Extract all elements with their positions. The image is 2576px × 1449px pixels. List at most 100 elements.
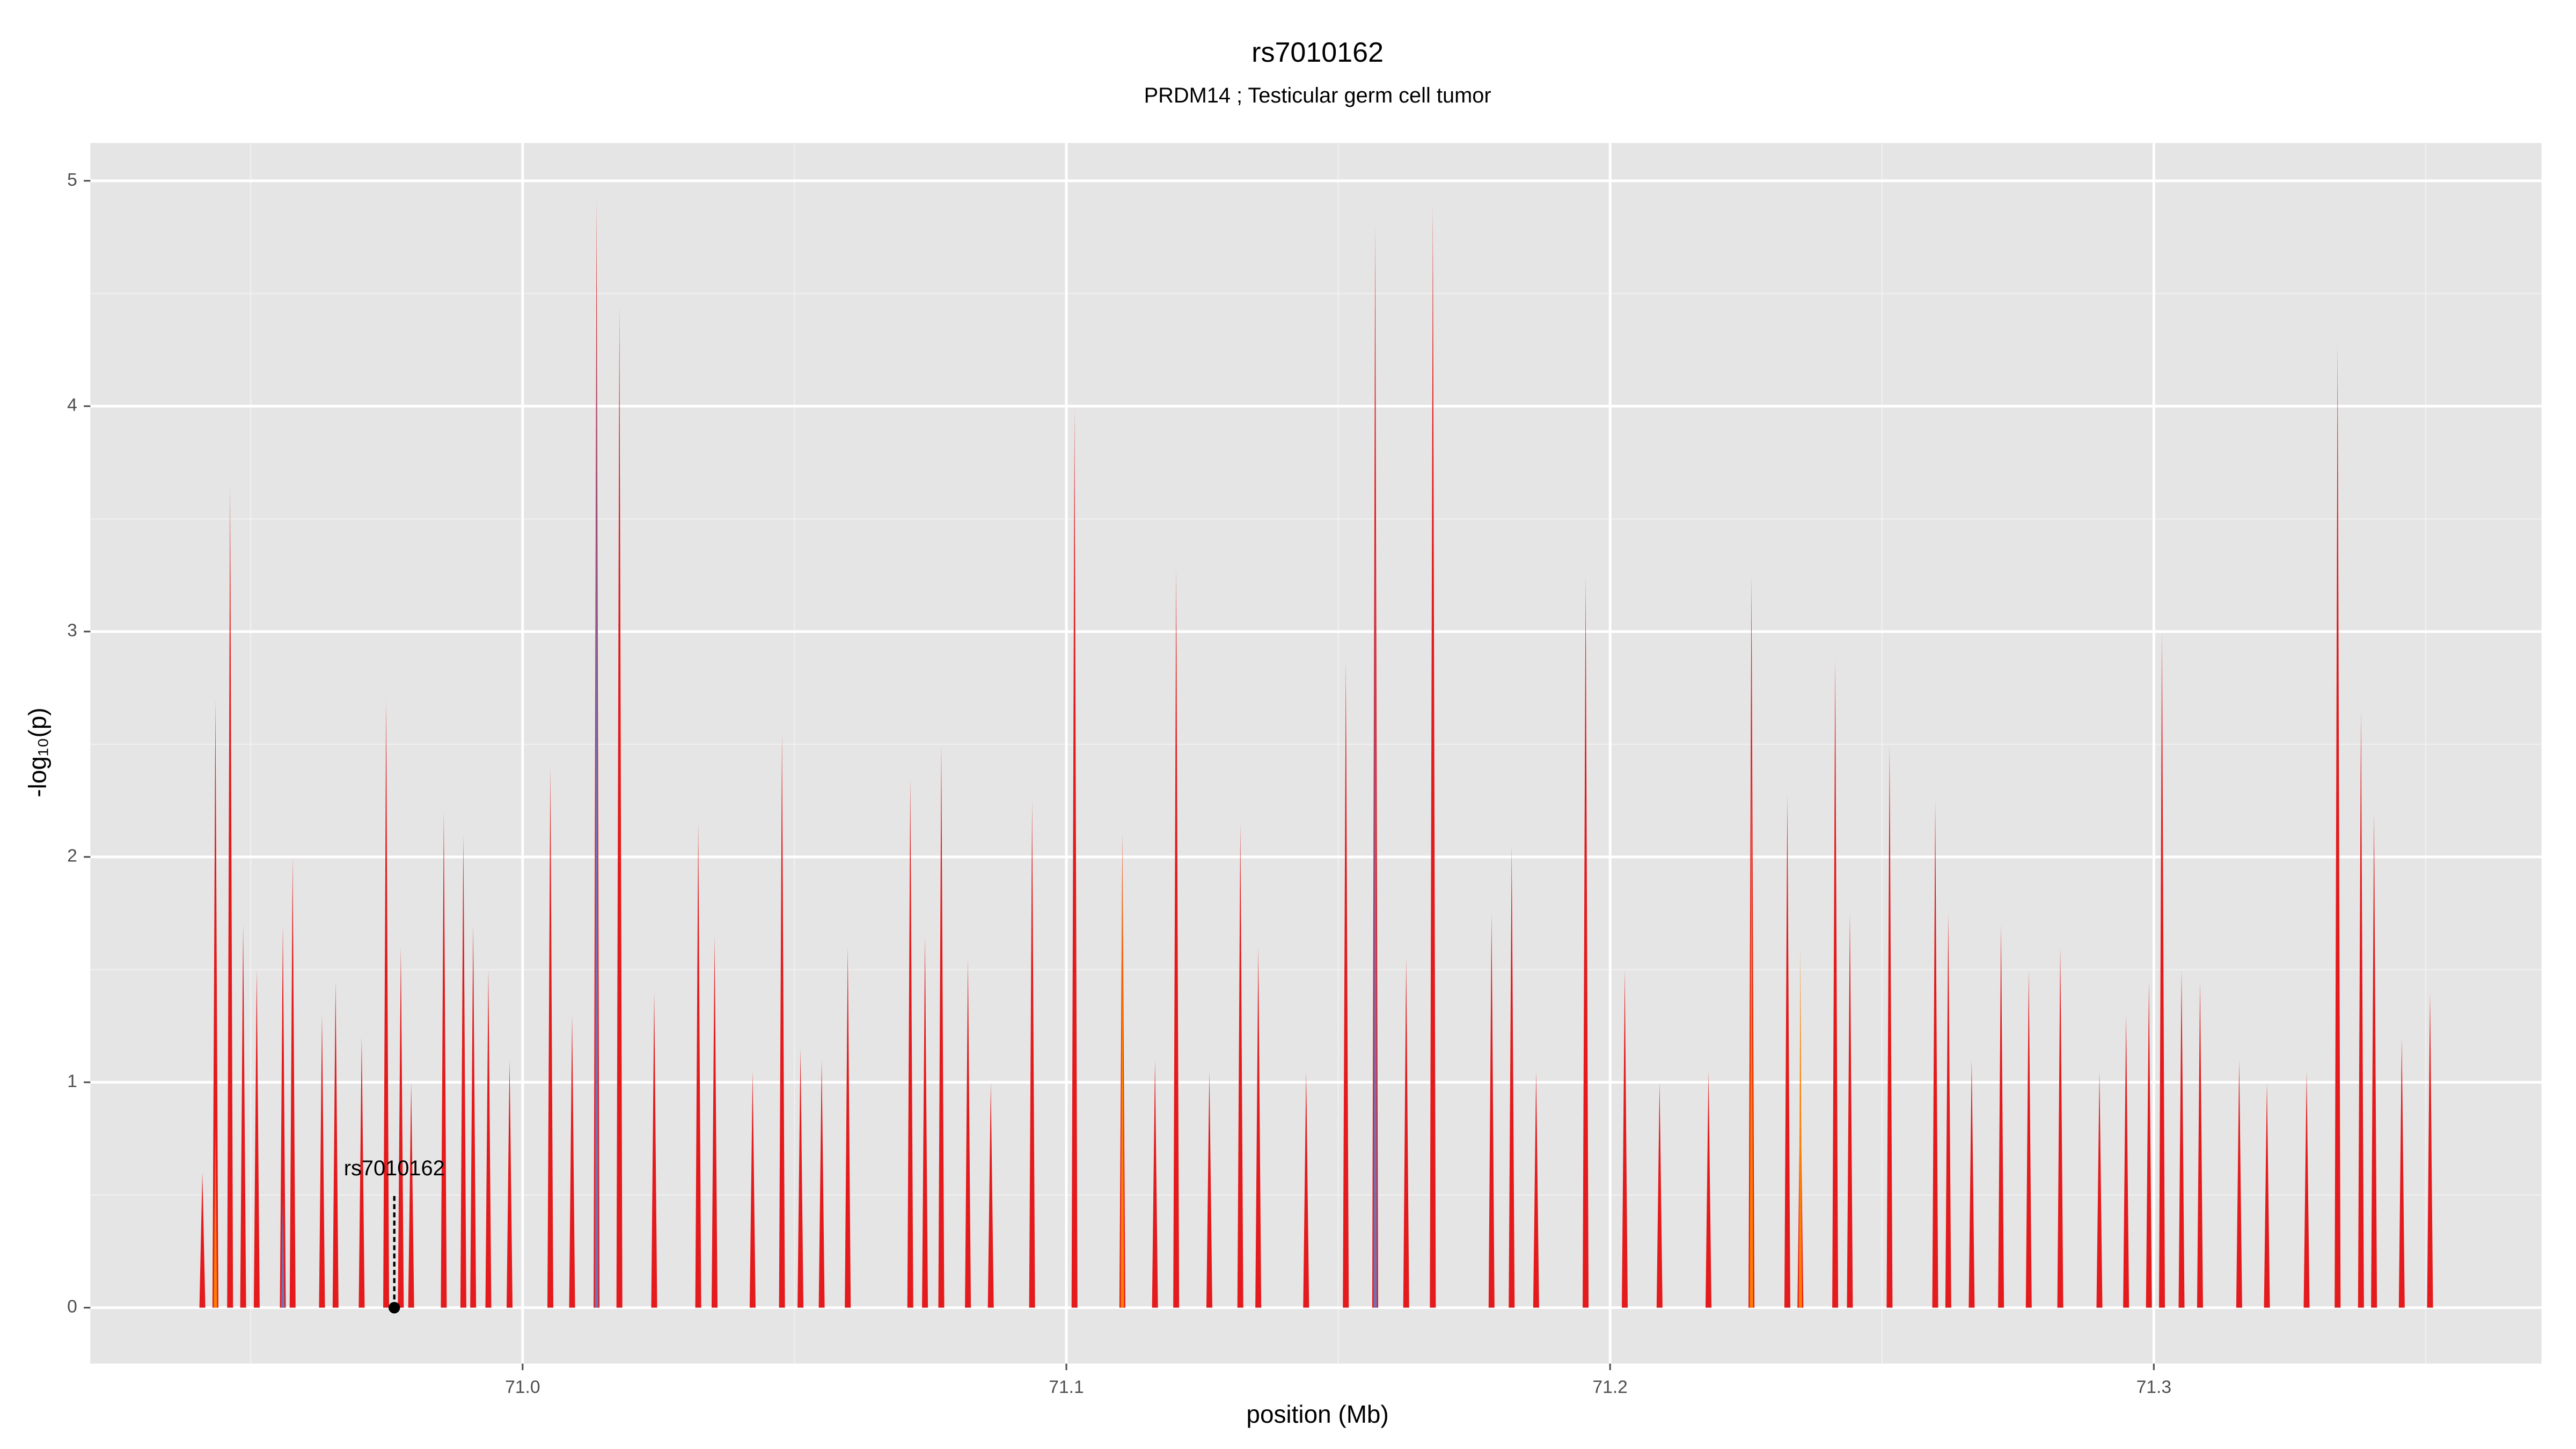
spike [460,834,466,1308]
spike [2025,969,2032,1308]
spike [987,1082,994,1308]
x-axis-title: position (Mb) [1246,1400,1388,1428]
spike [1152,1059,1158,1308]
spike [212,699,218,1308]
spike [240,924,246,1308]
y-tick-label: 4 [67,396,77,415]
spike [569,1014,575,1308]
plot-panel [90,143,2542,1364]
spike [547,766,554,1308]
spike [214,1127,217,1308]
spike [1706,1071,1712,1308]
spike [1784,794,1790,1308]
spike [797,1048,804,1308]
spike [1343,661,1349,1308]
x-tick-label: 71.1 [1049,1378,1084,1397]
spike [1237,823,1243,1308]
spike [595,293,598,1308]
y-tick-label: 2 [67,846,77,866]
spike [1798,947,1802,1308]
series [199,199,2433,1308]
spike [1509,845,1515,1308]
spike [2096,1071,2103,1308]
spike [1173,568,1180,1308]
spike [1071,406,1078,1308]
spike [383,699,390,1308]
spike [779,733,785,1308]
spike [2159,631,2165,1308]
spike [2358,710,2364,1308]
chart-subtitle: PRDM14 ; Testicular germ cell tumor [1144,84,1491,107]
spike [319,1014,325,1308]
spike [358,1037,365,1308]
spike [1656,1082,1663,1308]
spike [749,1071,756,1308]
spike [845,947,851,1308]
y-axis-title: -log₁₀(p) [24,707,52,797]
spike [1029,800,1035,1308]
spike [616,304,623,1308]
spike [1886,744,1893,1308]
spike [922,935,928,1308]
spike [711,935,718,1308]
annotation-point [389,1301,400,1314]
spike [2264,1082,2270,1308]
y-tick-label: 0 [67,1297,77,1317]
grid [90,143,2542,1364]
spike [289,857,296,1308]
spike [281,1195,285,1308]
spike [1847,913,1853,1308]
spike [2146,980,2152,1308]
spike [1583,575,1589,1308]
spike [470,924,477,1308]
spike [1255,947,1262,1308]
spike [2303,1071,2310,1308]
y-tick-label: 3 [67,621,77,641]
spike [695,823,701,1308]
series [281,293,1377,1308]
spike [253,969,260,1308]
spike [651,992,657,1308]
spike [1303,1071,1309,1308]
spike [1945,913,1951,1308]
series [214,744,1802,1308]
spike [2197,980,2203,1308]
spike [2236,1059,2242,1308]
spike [818,1059,825,1308]
spike [1622,969,1628,1308]
spike [332,980,339,1308]
spike [1488,913,1495,1308]
spike [1206,1071,1212,1308]
spike [1832,658,1839,1308]
y-tick-label: 5 [67,170,77,190]
spike [1430,203,1436,1308]
spike [2123,1014,2129,1308]
spike [2334,343,2341,1308]
spike [1998,924,2004,1308]
x-tick-label: 71.2 [1592,1378,1628,1397]
spike [2398,1037,2405,1308]
spike [2427,992,2433,1308]
y-tick-label: 1 [67,1072,77,1092]
spike [398,947,404,1308]
spike [1968,1059,1975,1308]
spike [1403,958,1409,1308]
spike [907,778,913,1308]
annotation-label: rs7010162 [344,1157,445,1180]
spike [280,924,286,1308]
spike [1932,800,1938,1308]
spike [408,1082,414,1308]
spike [441,811,447,1308]
spike [965,958,971,1308]
x-tick-label: 71.3 [2136,1378,2172,1397]
spike [1533,1071,1539,1308]
spike [1121,834,1124,1308]
spike [1373,496,1377,1308]
chart-title: rs7010162 [1252,37,1384,68]
x-tick-label: 71.0 [505,1378,540,1397]
marks [199,199,2433,1308]
spike [227,485,233,1308]
spike [2371,811,2377,1308]
